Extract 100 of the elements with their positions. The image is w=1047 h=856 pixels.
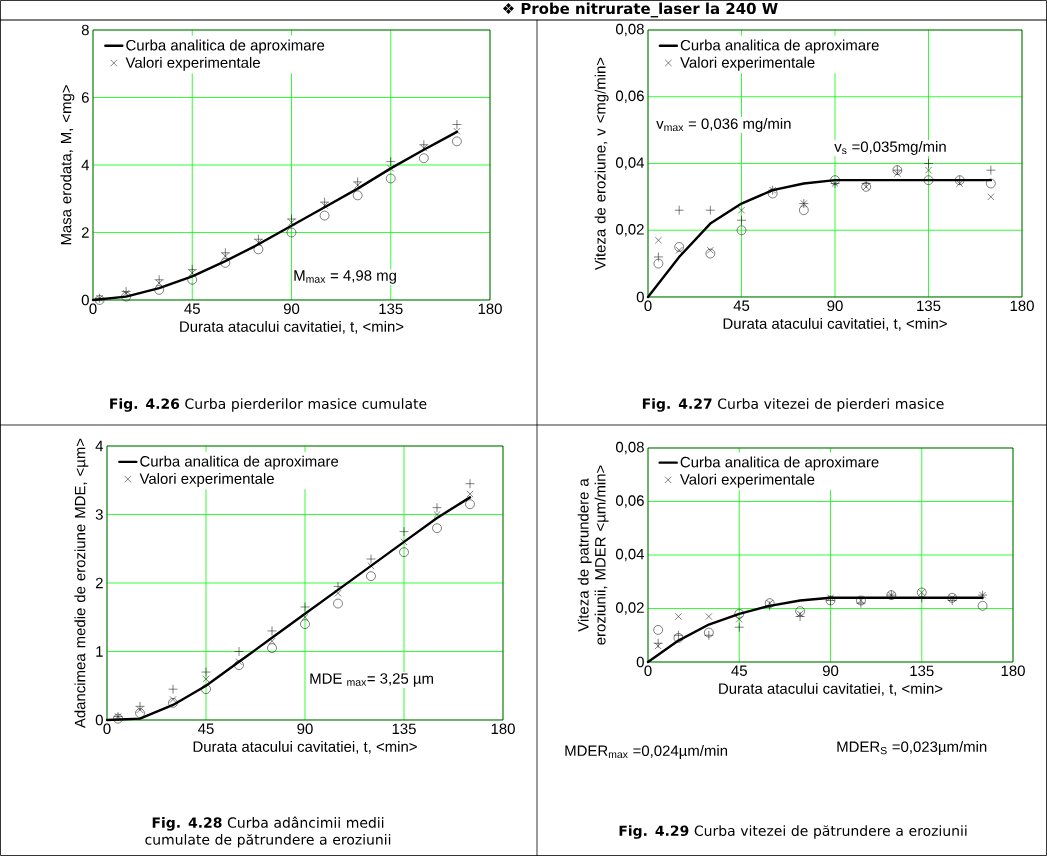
point — [334, 589, 342, 597]
point — [321, 202, 329, 209]
point — [352, 177, 363, 187]
point — [925, 166, 932, 174]
point — [956, 180, 964, 187]
point — [986, 165, 996, 175]
y-axis-title: Masa erodata, M, <mg> — [60, 85, 75, 245]
point — [168, 698, 178, 708]
legend-label: Curba analitica de aproximare — [140, 455, 339, 470]
point — [738, 206, 745, 214]
y-tick-label: 1 — [96, 646, 103, 657]
y-tick-label: 0,02 — [615, 602, 644, 615]
annotation: v$_{s}$ =0,035mg/min — [834, 141, 946, 155]
point — [453, 127, 461, 135]
x-tick-label: 45 — [733, 300, 750, 311]
y-tick-label: 0,06 — [615, 495, 644, 508]
text: MDER$_{max}$ =0,024µm/min — [565, 745, 728, 759]
x-axis-title: Durata atacului cavitatiei, t, <min> — [723, 317, 947, 331]
legend-label: Curba analitica de aproximare — [126, 39, 325, 54]
y-tick-label: 0,08 — [615, 441, 644, 455]
point — [154, 275, 164, 285]
point — [654, 642, 662, 650]
y-tick-label: 8 — [81, 24, 89, 36]
point — [155, 279, 163, 287]
x-tick-label: 180 — [1001, 665, 1025, 677]
y-tick-label: 0 — [636, 291, 644, 303]
point — [187, 264, 197, 275]
y-tick-label: 4 — [81, 159, 90, 171]
point — [654, 236, 662, 244]
x-tick-label: 90 — [822, 665, 839, 677]
x-axis-title: Durata atacului cavitatiei, t, <min> — [180, 320, 404, 334]
point — [319, 210, 330, 221]
x-tick-label: 45 — [198, 723, 214, 734]
point — [830, 175, 840, 185]
point — [300, 619, 310, 629]
x-tick-label: 45 — [184, 303, 200, 314]
x-tick-label: 180 — [1010, 300, 1034, 312]
x-axis-title: Durata atacului cavitatiei, t, <min> — [193, 740, 417, 754]
point — [987, 193, 995, 201]
point — [234, 660, 244, 670]
point — [432, 523, 442, 533]
point — [674, 205, 684, 215]
y-tick-label: 0,04 — [615, 157, 645, 170]
text: Fig. 4.27 Curba vitezei de pierderi masice — [642, 398, 944, 412]
point — [386, 156, 396, 167]
point — [653, 258, 664, 269]
point — [188, 269, 196, 277]
point — [734, 622, 744, 632]
text: Fig. 4.29 Curba vitezei de pătrundere a eroziunii — [619, 825, 967, 839]
x-tick-label: 135 — [910, 665, 934, 677]
y-tick-label: 0,06 — [615, 90, 644, 103]
point — [705, 613, 713, 620]
point — [286, 227, 297, 238]
text: Fig. 4.28 Curba adâncimii medii cumulate de pătrundere a eroziunii — [145, 816, 391, 848]
point — [267, 626, 277, 636]
y-tick-label: 0,02 — [615, 224, 644, 237]
y-tick-label: 4 — [95, 440, 104, 452]
x-tick-label: 90 — [827, 300, 843, 312]
point — [433, 511, 441, 518]
point — [354, 181, 362, 189]
point — [221, 252, 229, 260]
point — [705, 248, 716, 259]
legend-label: Valori experimentale — [680, 56, 815, 71]
x-tick-label: 45 — [731, 665, 747, 676]
point — [799, 205, 809, 215]
point — [465, 499, 475, 509]
point — [420, 144, 428, 152]
point — [767, 188, 778, 199]
point — [300, 602, 310, 612]
point — [923, 175, 934, 185]
annotation: M$_{max}$ = 4,98 mg — [294, 270, 396, 284]
text: Fig. 4.26 Curba pierderilor masice cumulate — [110, 398, 427, 412]
annotation: MDE $_{max}$= 3,25 µm — [310, 673, 433, 687]
point — [466, 490, 474, 498]
point — [202, 675, 210, 683]
x-tick-label: 180 — [491, 723, 515, 735]
point — [653, 252, 664, 262]
point — [674, 242, 684, 252]
y-tick-label: 0,04 — [615, 548, 645, 562]
point — [432, 502, 442, 513]
point — [893, 170, 901, 177]
point — [121, 291, 131, 302]
point — [220, 248, 231, 258]
point — [705, 205, 716, 215]
point — [168, 684, 178, 694]
point — [253, 244, 264, 255]
y-axis-title: Adancimea medie de eroziune MDE, <µm> — [74, 438, 89, 729]
point — [399, 547, 409, 557]
point — [465, 478, 475, 489]
y-tick-label: 0 — [636, 656, 644, 668]
legend-label: Valori experimentale — [679, 473, 815, 488]
point — [220, 258, 231, 268]
point — [352, 190, 363, 201]
point — [986, 178, 996, 189]
point — [319, 197, 330, 207]
point — [136, 706, 144, 714]
legend-label: Curba analitica de aproximare — [680, 39, 879, 54]
point — [267, 643, 277, 653]
y-tick-label: 0,08 — [615, 23, 644, 37]
x-tick-label: 90 — [297, 723, 313, 735]
